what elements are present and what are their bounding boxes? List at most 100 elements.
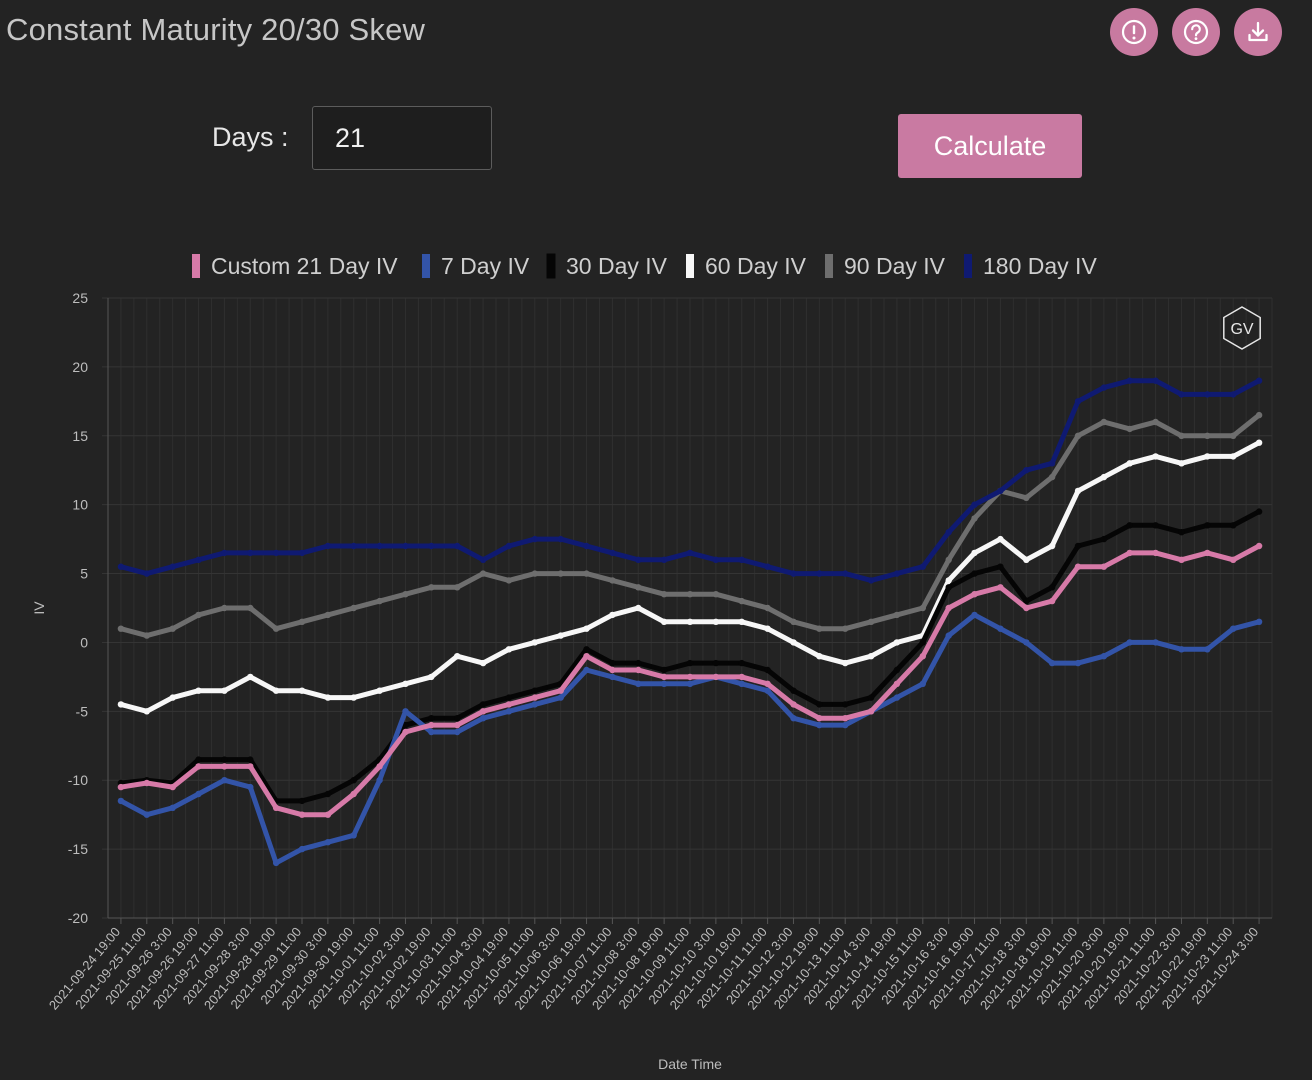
data-point [247,673,254,681]
data-point [1023,639,1030,646]
data-point [945,556,952,563]
y-tick-label: -20 [68,910,88,926]
calculate-button[interactable]: Calculate [898,114,1082,178]
data-point [635,659,642,667]
data-point [945,529,952,536]
data-point [1255,377,1263,384]
data-point [1204,549,1211,557]
data-point [1048,659,1056,667]
data-point [1178,460,1185,467]
data-point [143,708,150,715]
data-point [221,763,228,770]
data-point [1152,639,1159,646]
data-point [1178,432,1185,439]
data-point [893,570,901,577]
data-point [1100,384,1108,391]
data-point [738,556,745,563]
data-point [272,549,280,557]
data-point [583,653,590,660]
data-point [505,646,513,653]
data-point [583,542,590,550]
data-point [1178,556,1185,563]
data-point [893,639,901,646]
data-point [247,756,254,763]
data-point [324,611,332,619]
legend-swatch [686,254,694,278]
watermark-hexagon [1223,306,1261,350]
data-point [842,570,849,577]
data-point [660,680,668,687]
data-point [738,618,745,625]
data-point [816,570,823,577]
data-point [195,611,202,619]
data-point [764,680,771,687]
y-tick-label: 5 [80,566,88,582]
data-point [971,515,978,522]
data-point [402,721,409,729]
data-point [195,763,202,770]
series-180-day-iv [117,377,1263,584]
data-point [764,604,771,612]
data-point [1074,659,1082,667]
data-point [350,777,357,784]
data-point [738,680,745,687]
data-point [842,715,849,722]
data-point [195,756,202,763]
data-point [738,659,745,667]
download-button[interactable] [1234,8,1282,56]
legend-label: 7 Day IV [441,253,530,279]
y-tick-label: 25 [72,290,88,306]
y-axis-title: IV [31,601,47,615]
data-point [117,797,125,805]
data-point [1126,377,1133,384]
data-point [117,701,125,708]
data-point [919,680,926,687]
data-point [350,790,357,798]
data-point [298,797,306,805]
data-point [1023,494,1030,501]
help-button[interactable] [1172,8,1220,56]
data-point [738,597,745,605]
alert-button[interactable] [1110,8,1158,56]
data-point [117,783,125,791]
data-point [1152,453,1159,460]
data-point [298,845,306,853]
data-point [557,535,564,543]
data-point [531,570,538,577]
data-point [790,639,797,646]
data-point [402,591,409,598]
data-point [221,756,228,763]
data-point [790,618,797,625]
data-point [1204,432,1211,439]
data-point [686,659,694,667]
data-point [816,701,823,708]
data-point [867,653,875,660]
data-point [479,708,487,715]
y-tick-label: -5 [76,703,89,719]
days-input[interactable] [312,106,492,170]
data-point [1100,418,1108,426]
data-point [376,777,383,784]
data-point [712,556,720,563]
legend-swatch [964,254,972,278]
data-point [1048,473,1056,481]
data-point [919,604,926,612]
legend-swatch [546,253,556,279]
data-point [376,763,383,770]
data-point [350,694,357,701]
data-point [557,687,564,694]
data-point [402,708,409,715]
data-point [971,591,978,598]
data-point [454,542,461,550]
data-point [764,563,771,570]
data-point [712,618,720,625]
data-point [1100,535,1108,543]
data-point [1023,604,1030,612]
data-point [686,673,694,681]
data-point [971,501,978,508]
y-tick-label: 20 [72,359,88,375]
data-point [247,783,254,791]
data-point [712,659,720,667]
data-point [583,646,590,653]
data-point [350,604,357,612]
